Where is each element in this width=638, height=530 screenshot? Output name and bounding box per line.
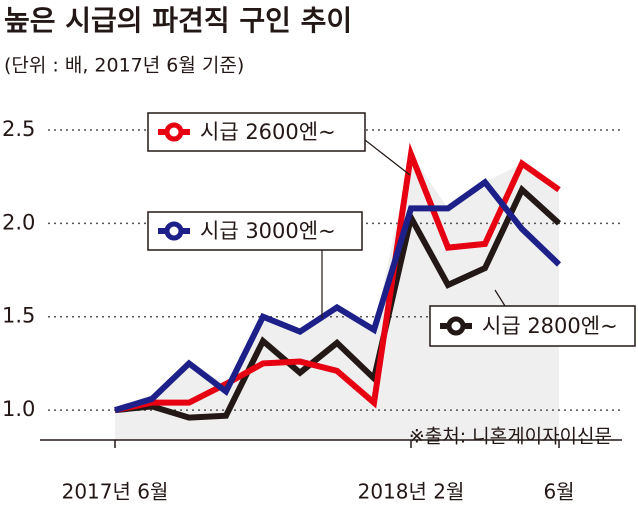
source: ※출처: 니혼게이자이신문 bbox=[409, 426, 612, 448]
chart-subtitle: (단위 : 배, 2017년 6월 기준) bbox=[4, 55, 244, 77]
chart-title: 높은 시급의 파견직 구인 추이 bbox=[4, 4, 352, 37]
legend-marker bbox=[164, 221, 184, 241]
y-tick-label: 1.5 bbox=[2, 304, 35, 328]
legend-label: 시급 3000엔~ bbox=[200, 219, 336, 243]
series-line bbox=[114, 142, 561, 414]
legend-label: 시급 2800엔~ bbox=[482, 314, 618, 338]
legend-marker bbox=[164, 122, 184, 142]
x-tick-label: 2017년 6월 bbox=[62, 480, 169, 504]
callout-line bbox=[494, 289, 506, 307]
series-line bbox=[114, 178, 562, 413]
plot-area bbox=[48, 129, 622, 441]
x-tick-label: 2018년 2월 bbox=[358, 480, 465, 504]
legend-label: 시급 2600엔~ bbox=[200, 120, 336, 144]
legend-marker bbox=[446, 316, 466, 336]
y-tick-label: 2.0 bbox=[2, 210, 35, 234]
series-line bbox=[114, 184, 562, 421]
callout-line bbox=[364, 139, 411, 176]
y-tick-label: 2.5 bbox=[2, 117, 35, 141]
shaded-area bbox=[115, 154, 559, 441]
x-tick-label: 6월 bbox=[543, 480, 574, 504]
y-tick-label: 1.0 bbox=[2, 397, 35, 421]
